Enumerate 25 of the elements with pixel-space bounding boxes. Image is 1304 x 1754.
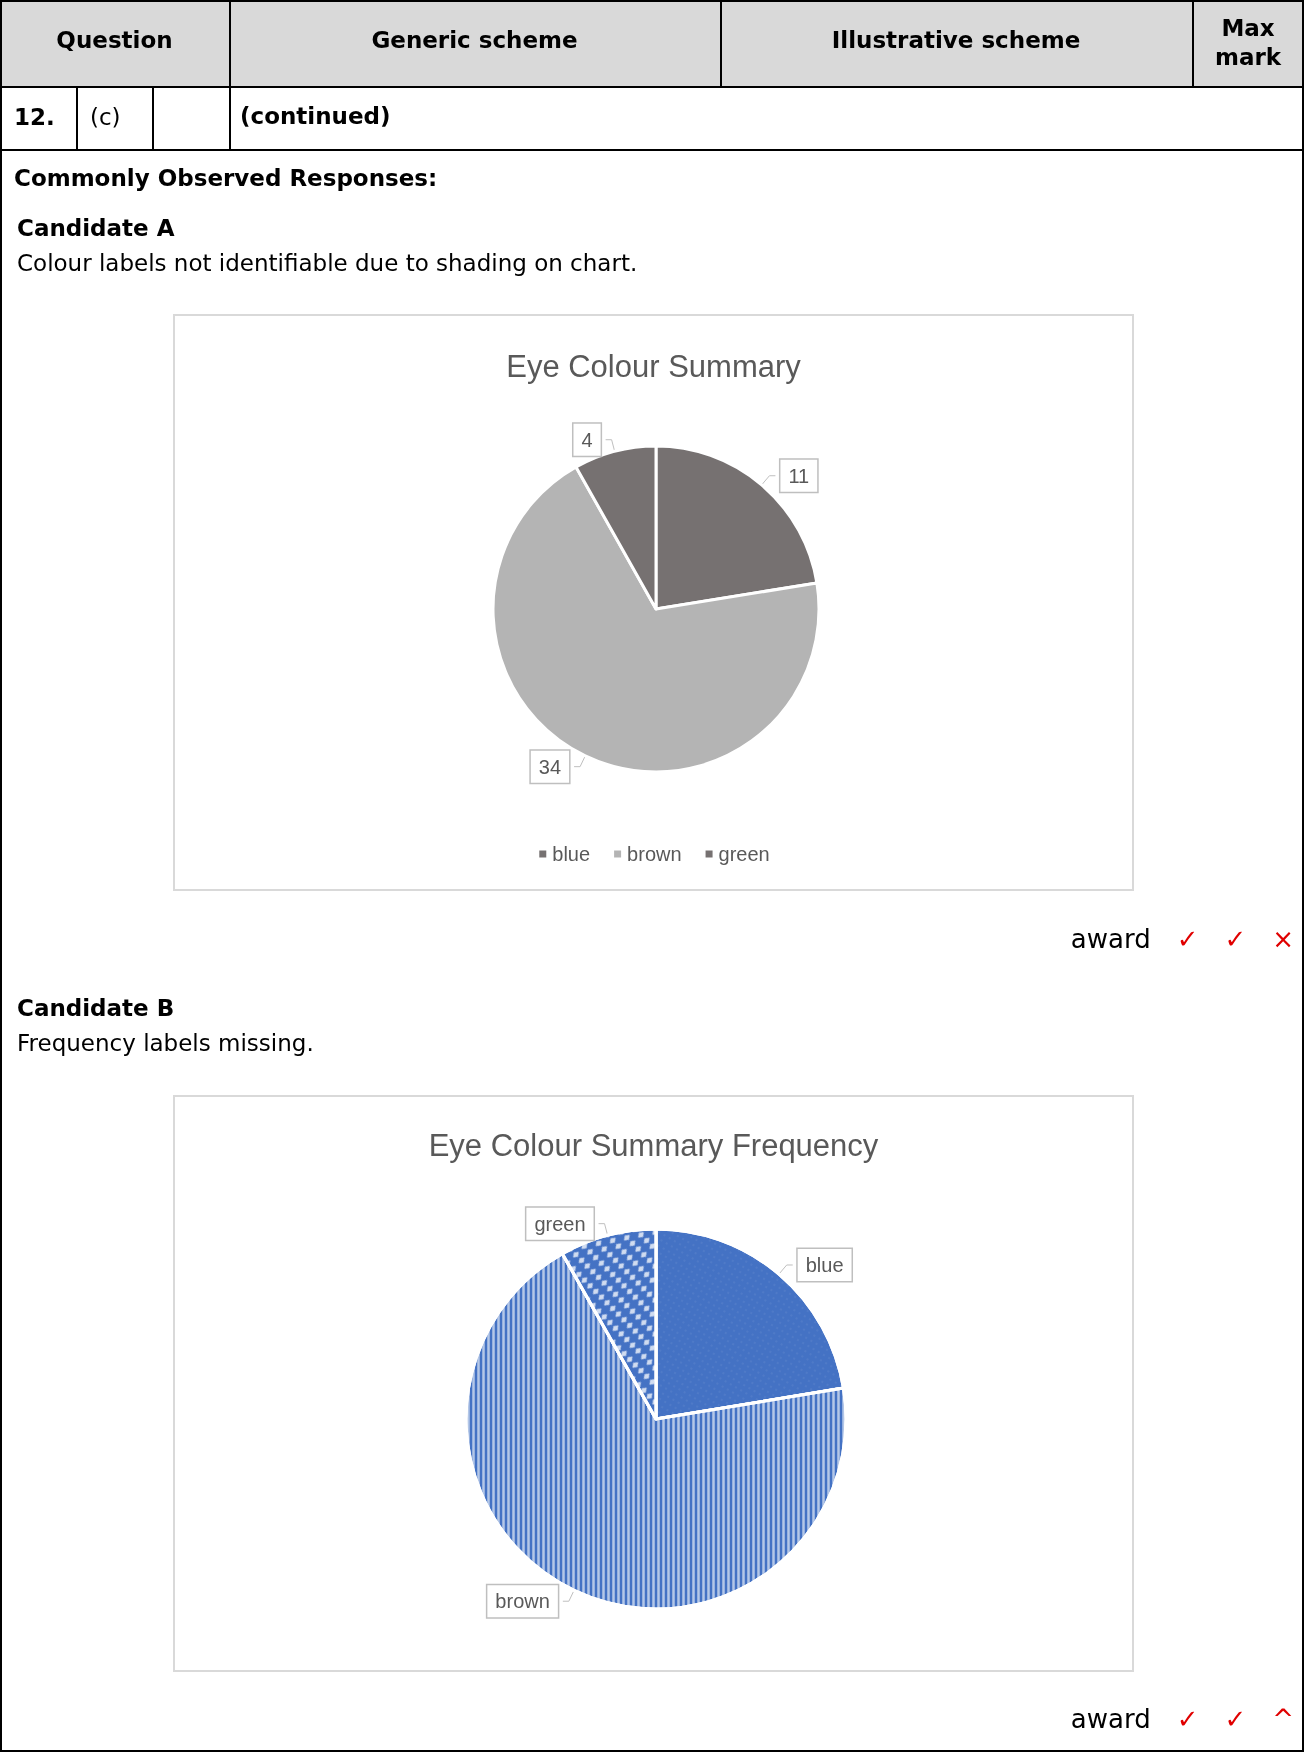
text: Illustrative scheme — [830, 26, 1082, 55]
text: 12. — [14, 103, 56, 132]
text: Commonly Observed Responses: — [14, 165, 438, 191]
text: Question — [55, 26, 174, 55]
slice-label: brown — [495, 1590, 550, 1613]
text: Candidate B — [17, 995, 175, 1021]
text: Candidate A — [17, 215, 175, 241]
text: award ✓ ✓ × — [1070, 924, 1294, 954]
text: (continued) — [240, 103, 391, 129]
text: Max mark — [1213, 14, 1283, 72]
legend-label: blue — [552, 843, 591, 865]
text: award ✓ ✓ ^ — [1070, 1704, 1294, 1734]
text: Generic scheme — [370, 26, 579, 55]
legend-label: brown — [627, 843, 682, 865]
data-label: 4 — [581, 428, 593, 451]
chart-title: Eye Colour Summary Frequency — [428, 1128, 879, 1163]
legend-label: green — [718, 843, 770, 865]
text: (c) — [90, 103, 122, 132]
data-label: 11 — [788, 464, 810, 487]
text: Frequency labels missing. — [17, 1030, 314, 1056]
slice-label: blue — [805, 1253, 844, 1276]
chart-title: Eye Colour Summary — [506, 349, 802, 384]
data-label: 34 — [538, 755, 562, 778]
slice-label: green — [534, 1212, 586, 1235]
text: Colour labels not identifiable due to shading on chart. — [17, 250, 638, 276]
